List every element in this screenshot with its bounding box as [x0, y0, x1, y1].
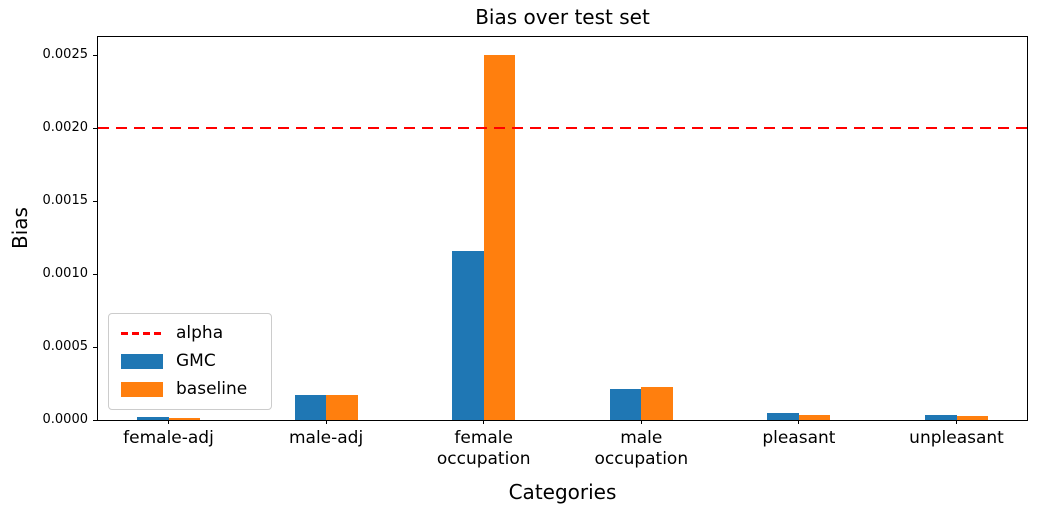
legend-color-swatch	[121, 382, 163, 397]
x-tick	[956, 420, 957, 424]
x-tick-label: male-adj	[288, 428, 364, 448]
y-tick-label: 0.0015	[42, 193, 89, 209]
x-tick	[640, 420, 642, 424]
x-tick	[483, 420, 485, 424]
x-tick-label: pleasant	[762, 428, 836, 448]
y-tick-label: 0.0005	[42, 339, 89, 355]
y-tick-label: 0.0025	[42, 47, 89, 63]
chart-title: Bias over test set	[475, 5, 650, 29]
legend-swatch-wrap	[121, 382, 163, 397]
y-axis-label: Bias	[8, 207, 32, 250]
x-tick-label: female-adj	[123, 428, 214, 448]
bar-GMC-5	[767, 412, 799, 420]
y-tick-label: 0.0010	[42, 266, 89, 282]
x-tick	[325, 420, 327, 424]
alpha-reference-line	[98, 127, 1027, 130]
y-tick	[93, 127, 97, 129]
x-axis-label: Categories	[508, 480, 617, 504]
legend-label: alpha	[176, 323, 224, 343]
x-tick-label: female occupation	[436, 428, 531, 469]
bar-baseline-1	[168, 417, 200, 420]
legend-swatch-wrap	[121, 354, 163, 369]
bar-baseline-6	[956, 415, 988, 420]
y-tick	[93, 419, 97, 421]
bar-baseline-3	[483, 55, 516, 420]
legend-entry-alpha: alpha	[121, 323, 263, 344]
legend-label: GMC	[176, 351, 216, 371]
y-tick	[93, 200, 97, 202]
legend-entry-GMC: GMC	[121, 351, 263, 372]
bar-baseline-5	[798, 414, 831, 420]
bar-GMC-6	[925, 414, 957, 420]
y-tick-label: 0.0020	[42, 120, 89, 136]
bar-GMC-3	[452, 250, 484, 420]
bar-GMC-1	[137, 417, 169, 420]
bar-GMC-4	[609, 388, 642, 420]
y-tick	[93, 346, 97, 348]
legend-dashed-line-swatch	[121, 332, 163, 335]
legend-color-swatch	[121, 354, 163, 369]
x-tick	[798, 420, 800, 424]
legend: alpha GMC baseline	[108, 313, 272, 410]
bar-GMC-2	[294, 395, 327, 420]
y-tick-label: 0.0000	[42, 412, 89, 427]
y-tick	[93, 273, 97, 275]
bar-baseline-4	[641, 387, 673, 420]
legend-entry-baseline: baseline	[121, 379, 263, 400]
legend-swatch-wrap	[121, 332, 163, 335]
x-tick-label: male occupation	[594, 428, 689, 469]
bar-baseline-2	[326, 395, 358, 420]
y-tick	[93, 54, 97, 56]
x-tick-label: unpleasant	[909, 428, 1004, 448]
legend-label: baseline	[176, 379, 248, 399]
x-tick	[168, 420, 169, 424]
